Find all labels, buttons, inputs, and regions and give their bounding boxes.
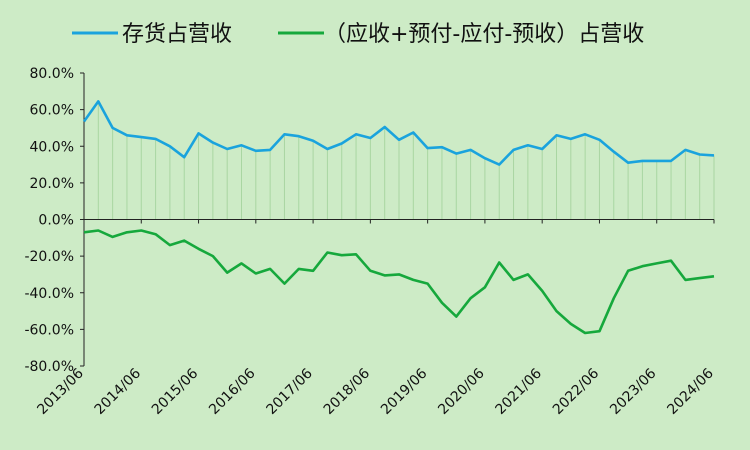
plot-area: 80.0% 60.0% 40.0% 20.0% 0.0% -20.0% -40.0% -60.… [24,66,716,418]
x-tick-label: 2014/06 [92,365,145,418]
y-tick-label: -40.0% [24,286,74,302]
x-tick-label: 2017/06 [263,365,316,418]
x-tick-label: 2024/06 [664,365,717,418]
legend: 存货占营收 （应收+预付-应付-预收）占营收 [72,22,644,47]
y-tick-label: 60.0% [30,103,74,119]
x-tick-label: 2023/06 [607,365,660,418]
legend-label-inventory: 存货占营收 [122,22,232,47]
y-tick-label: 0.0% [38,213,74,229]
x-tick-label: 2019/06 [378,365,431,418]
y-tick-label: -80.0% [24,359,74,375]
x-tick-label: 2020/06 [435,365,488,418]
x-tick-label: 2018/06 [321,365,374,418]
y-tick-label: 40.0% [30,139,74,155]
x-tick-label: 2021/06 [493,365,546,418]
legend-label-working-capital: （应收+预付-应付-预收）占营收 [324,22,644,47]
y-tick-label: -60.0% [24,322,74,338]
series-line-0 [82,100,715,166]
series-line-1 [83,229,715,335]
y-tick-label: -20.0% [24,249,74,265]
x-tick-label: 2022/06 [550,365,603,418]
x-tick-label: 2015/06 [149,365,202,418]
y-tick-label: 80.0% [30,66,74,82]
y-tick-label: 20.0% [30,176,74,192]
x-tick-label: 2016/06 [206,365,259,418]
